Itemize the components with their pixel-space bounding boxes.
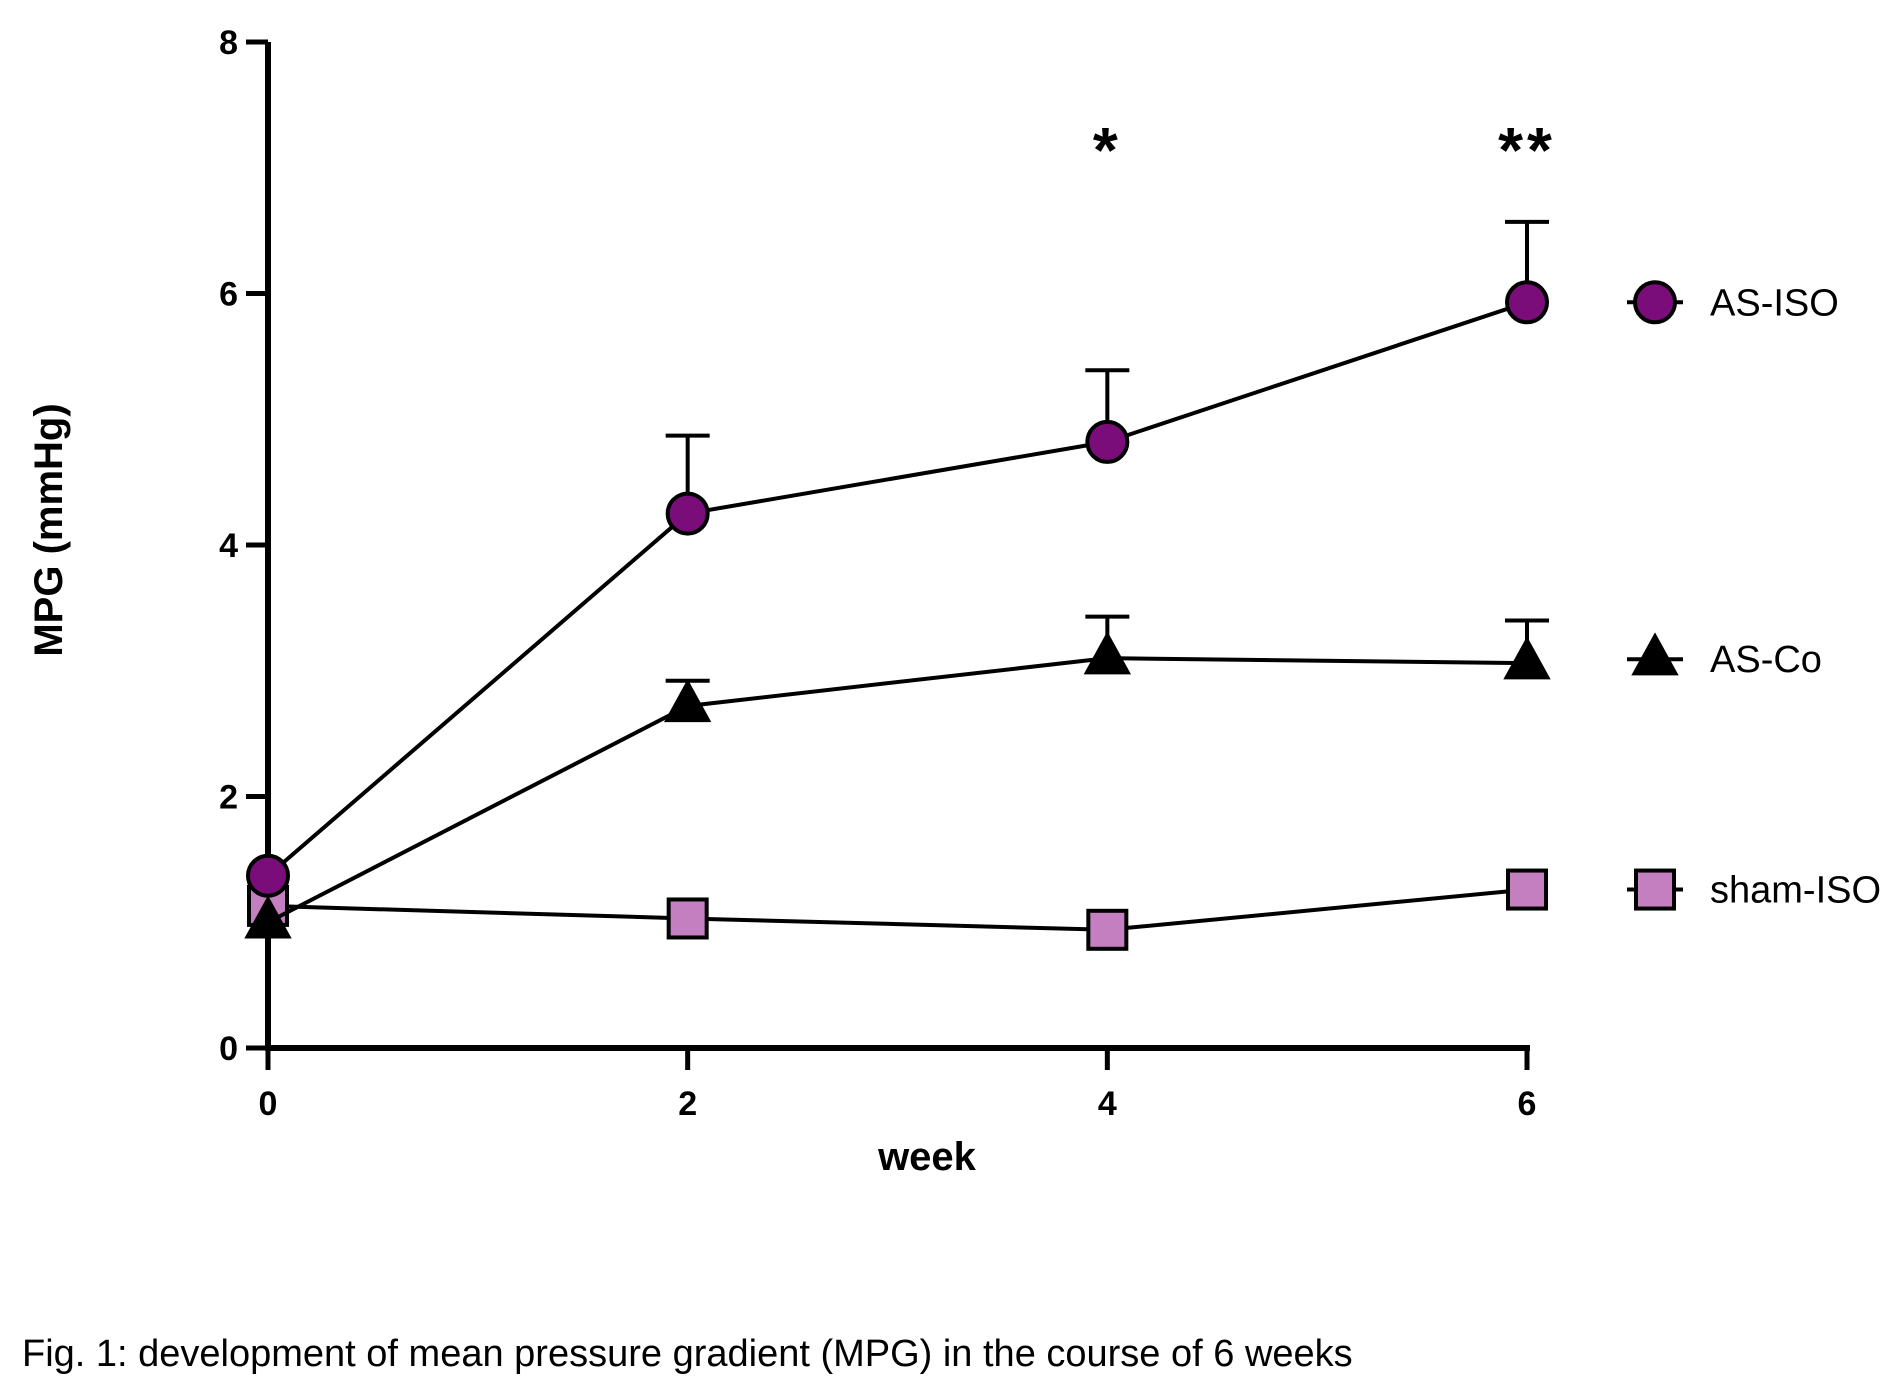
data-point-as-iso [665,491,710,536]
legend-item-as-iso: AS-ISO [1627,280,1839,325]
y-tick-label: 2 [219,779,238,817]
data-point-sham-iso [1506,868,1548,911]
significance-marker: ** [1498,114,1556,186]
series-sham-iso [247,868,1548,951]
series-line-as-iso [266,300,1528,878]
data-point-as-co [1083,631,1132,675]
x-axis-title: week [877,1135,977,1179]
legend-label-as-iso: AS-ISO [1710,282,1839,324]
data-point-as-iso [1085,419,1130,464]
data-point-as-iso [246,853,290,898]
legend-marker-as-iso [1633,280,1677,325]
figure-caption: Fig. 1: development of mean pressure gra… [22,1333,1353,1375]
x-tick-label: 6 [1518,1085,1537,1123]
legend-marker-as-co [1631,632,1679,676]
y-tick-label: 4 [219,527,238,565]
data-point-sham-iso [666,897,709,940]
y-tick-label: 8 [219,24,238,62]
data-point-as-co [244,895,292,939]
legend-label-as-co: AS-Co [1710,639,1822,681]
x-tick-label: 0 [259,1085,278,1123]
y-tick-label: 0 [219,1030,238,1068]
data-point-as-co [1503,636,1551,680]
data-point-sham-iso [1086,908,1129,951]
legend-item-as-co: AS-Co [1627,632,1822,681]
data-point-as-iso [1505,280,1549,325]
series-as-iso [246,219,1549,898]
legend: AS-ISO AS-Co sham-ISO [1627,280,1881,912]
x-tick-label: 2 [678,1085,697,1123]
y-tick-label: 6 [219,276,238,314]
series-as-co [244,614,1551,939]
series-line-as-co [267,656,1528,925]
series-line-sham-iso [267,887,1528,932]
y-axis-title: MPG (mmHg) [27,403,71,656]
series-layer [244,219,1551,951]
legend-marker-sham-iso [1634,868,1676,911]
significance-marker: * [1093,114,1122,186]
legend-label-sham-iso: sham-ISO [1710,870,1881,912]
significance-annotations: * ** [1093,114,1556,186]
x-tick-label: 4 [1098,1085,1117,1123]
legend-item-sham-iso: sham-ISO [1627,868,1881,912]
data-point-as-co [663,679,712,723]
axes: 0 2 4 6 8 0 2 4 6 [219,24,1536,1123]
